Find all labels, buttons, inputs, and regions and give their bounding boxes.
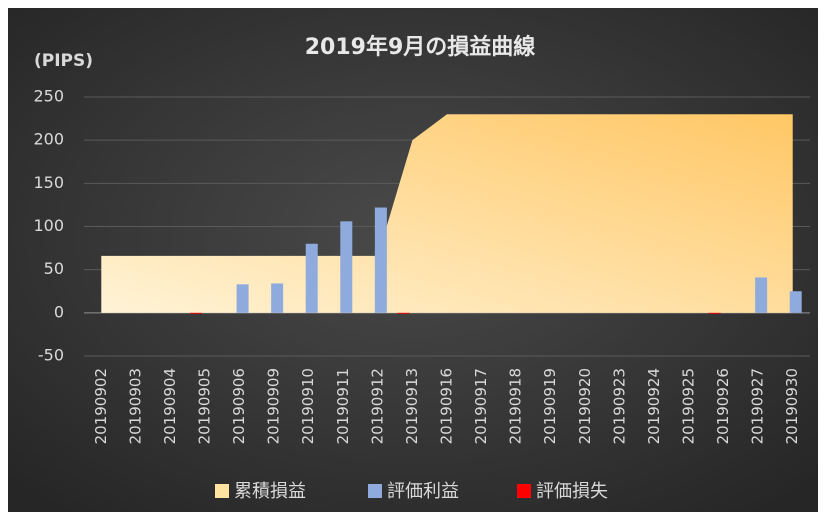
bar: [708, 312, 721, 314]
y-tick-label: 100: [33, 216, 64, 235]
legend-swatch: [368, 484, 382, 498]
x-tick-label: 20190924: [645, 368, 663, 444]
bar: [374, 207, 387, 313]
x-tick-label: 20190920: [576, 368, 594, 444]
legend-label: 評価損失: [536, 481, 608, 502]
legend-swatch: [215, 484, 229, 498]
x-tick-label: 20190918: [507, 368, 525, 444]
x-tick-label: 20190926: [714, 368, 732, 444]
x-tick-label: 20190903: [126, 368, 144, 444]
x-tick-label: 20190904: [161, 368, 179, 444]
x-tick-label: 20190902: [92, 368, 110, 444]
x-tick-label: 20190912: [368, 368, 386, 444]
x-tick-label: 20190909: [265, 368, 283, 444]
bar: [305, 243, 318, 313]
x-tick-label: 20190905: [196, 368, 214, 444]
x-tick-label: 20190911: [334, 368, 352, 444]
x-tick-label: 20190916: [438, 368, 456, 444]
x-tick-label: 20190927: [749, 368, 767, 444]
bar: [271, 283, 284, 313]
x-tick-label: 20190923: [610, 368, 628, 444]
y-tick-label: 250: [33, 87, 64, 106]
x-tick-label: 20190919: [541, 368, 559, 444]
y-tick-label: 200: [33, 130, 64, 149]
x-tick-label: 20190917: [472, 368, 490, 444]
y-tick-label: 50: [44, 259, 64, 278]
bar: [755, 277, 768, 313]
x-tick-label: 20190925: [680, 368, 698, 444]
bar: [789, 291, 802, 313]
y-tick-label: -50: [38, 346, 64, 365]
legend-label: 評価利益: [387, 481, 459, 502]
legend-swatch: [517, 484, 531, 498]
bar: [340, 221, 353, 313]
bar: [397, 312, 410, 314]
y-tick-label: 0: [54, 302, 64, 321]
bar: [190, 312, 202, 314]
x-tick-label: 20190913: [403, 368, 421, 444]
x-tick-label: 20190906: [230, 368, 248, 444]
chart-title: 2019年9月の損益曲線: [305, 34, 536, 60]
area: [101, 114, 793, 313]
y-tick-label: 150: [33, 173, 64, 192]
y-axis-label: (PIPS): [34, 51, 93, 71]
x-tick-label: 20190910: [299, 368, 317, 444]
legend-label: 累積損益: [234, 481, 306, 502]
bar: [236, 284, 249, 313]
x-tick-label: 20190930: [783, 368, 801, 444]
